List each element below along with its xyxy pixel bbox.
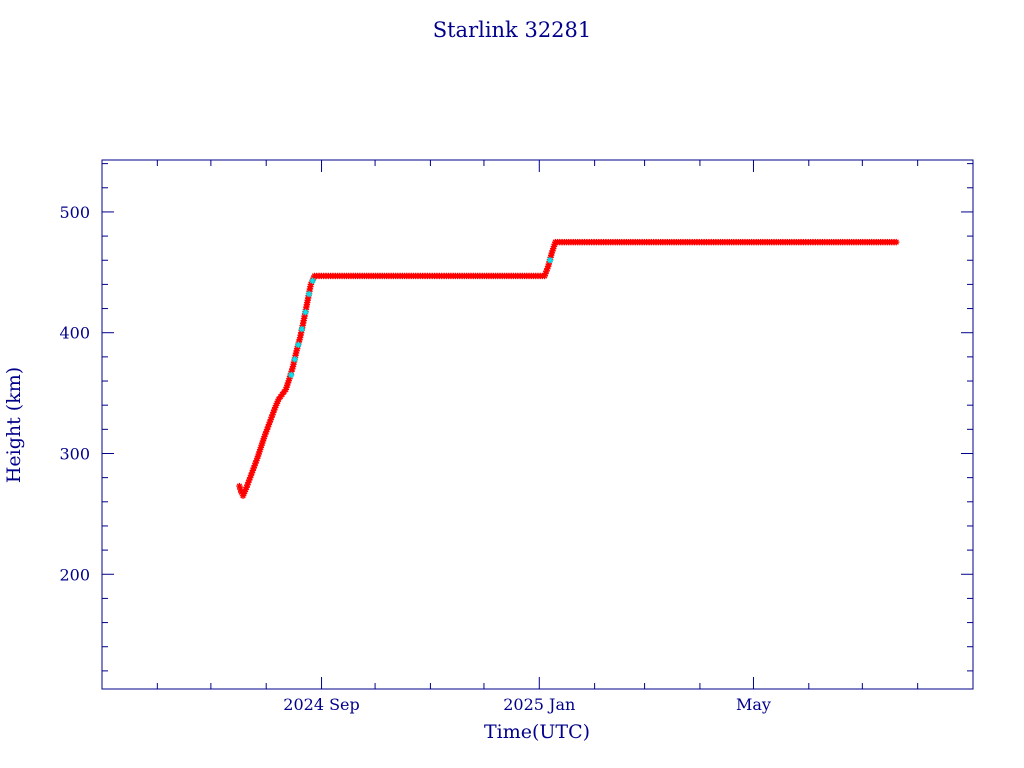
y-axis-label: Height (km) (3, 367, 25, 483)
y-tick-label: 500 (59, 203, 90, 222)
data-point (302, 308, 309, 316)
data-point (893, 238, 900, 246)
tick-labels: 2024 Sep 2025 Jan May 200 300 400 500 (59, 203, 770, 714)
data-point (298, 325, 306, 333)
x-tick-label: May (736, 695, 771, 714)
chart-title: Starlink 32281 (433, 18, 592, 42)
data-point (295, 341, 302, 348)
x-tick-label: 2025 Jan (503, 695, 575, 714)
y-tick-label: 300 (59, 444, 90, 463)
y-tick-label: 200 (59, 565, 90, 584)
data-point (291, 356, 298, 363)
data-point (287, 371, 295, 379)
data-point (546, 257, 554, 264)
data-point (309, 277, 316, 284)
y-tick-label: 400 (59, 324, 90, 343)
data-point (305, 290, 313, 298)
x-axis-label: Time(UTC) (484, 721, 590, 743)
data-points (236, 238, 900, 499)
x-tick-label: 2024 Sep (283, 695, 359, 714)
plot-frame (101, 159, 974, 690)
axis-ticks (102, 160, 973, 689)
